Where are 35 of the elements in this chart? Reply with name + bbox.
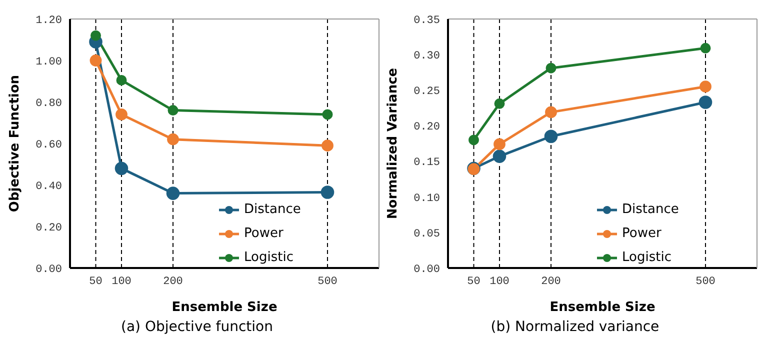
x-tick-label: 100	[490, 276, 510, 288]
y-tick-label: 0.35	[414, 14, 440, 27]
y-axis-title: Objective Function	[8, 74, 23, 212]
y-tick-label: 0.00	[36, 264, 62, 276]
x-axis-title: Ensemble Size	[172, 300, 278, 315]
x-tick-label: 500	[696, 276, 716, 288]
y-tick-label: 0.30	[414, 50, 440, 62]
y-axis-title: Normalized Variance	[386, 68, 401, 220]
x-tick-label: 200	[163, 276, 183, 288]
legend-label: Logistic	[622, 249, 672, 267]
x-tick-label: 50	[467, 276, 480, 288]
x-tick-label: 100	[112, 276, 132, 288]
y-tick-label: 1.20	[36, 14, 62, 27]
y-tick-label: 0.25	[414, 86, 440, 98]
y-tick-label: 0.80	[36, 98, 62, 110]
y-tick-label: 0.20	[414, 122, 440, 134]
text: (a) Objective function	[120, 319, 274, 335]
x-axis-title: Ensemble Size	[550, 300, 656, 315]
y-tick-label: 0.40	[36, 180, 62, 193]
legend-label: Distance	[622, 201, 679, 219]
y-tick-label: 0.20	[36, 222, 62, 234]
x-tick-label: 200	[541, 276, 561, 288]
legend-label: Power	[244, 225, 284, 243]
y-tick-label: 0.10	[414, 192, 440, 205]
y-tick-label: 0.00	[414, 264, 440, 276]
x-tick-label: 50	[89, 276, 102, 288]
y-tick-label: 0.05	[414, 228, 440, 240]
legend-label: Distance	[244, 201, 301, 219]
y-tick-label: 0.60	[36, 139, 62, 152]
y-tick-label: 1.00	[36, 56, 62, 68]
y-tick-label: 0.15	[414, 157, 440, 170]
text: (b) Normalized variance	[490, 319, 660, 335]
x-tick-label: 500	[318, 276, 338, 288]
legend-label: Power	[622, 225, 662, 243]
legend-label: Logistic	[244, 249, 294, 267]
